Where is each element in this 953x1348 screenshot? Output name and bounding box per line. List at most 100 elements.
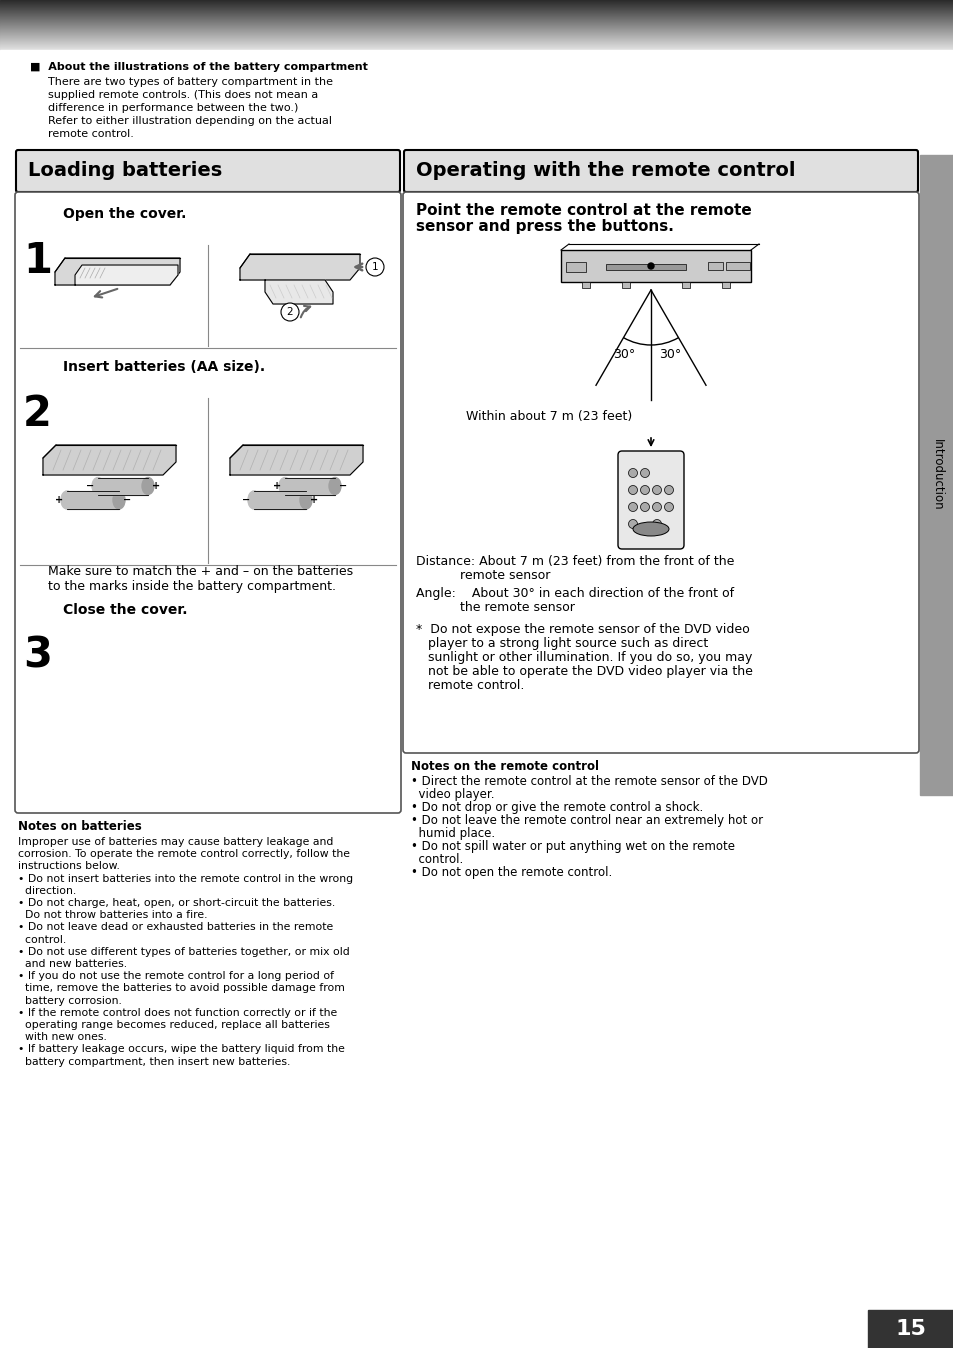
- Bar: [67, 491, 119, 510]
- Circle shape: [628, 485, 637, 495]
- Text: +: +: [273, 481, 281, 491]
- Text: Notes on batteries: Notes on batteries: [18, 820, 142, 833]
- FancyBboxPatch shape: [402, 191, 918, 754]
- Text: sensor and press the buttons.: sensor and press the buttons.: [416, 218, 673, 235]
- Text: Improper use of batteries may cause battery leakage and: Improper use of batteries may cause batt…: [18, 837, 333, 847]
- Bar: [867, 1310, 953, 1348]
- Text: +: +: [310, 495, 317, 506]
- Text: • Do not spill water or put anything wet on the remote: • Do not spill water or put anything wet…: [411, 840, 734, 853]
- Text: ■  About the illustrations of the battery compartment: ■ About the illustrations of the battery…: [30, 62, 368, 71]
- Text: battery compartment, then insert new batteries.: battery compartment, then insert new bat…: [18, 1057, 290, 1066]
- Bar: [560, 249, 750, 282]
- Bar: [98, 477, 148, 495]
- Text: with new ones.: with new ones.: [18, 1033, 107, 1042]
- Text: • Do not open the remote control.: • Do not open the remote control.: [411, 865, 612, 879]
- Bar: [721, 282, 729, 288]
- Ellipse shape: [278, 477, 291, 495]
- Text: Insert batteries (AA size).: Insert batteries (AA size).: [63, 360, 265, 373]
- Text: • If you do not use the remote control for a long period of: • If you do not use the remote control f…: [18, 971, 334, 981]
- Circle shape: [639, 503, 649, 511]
- Polygon shape: [55, 257, 180, 284]
- Text: control.: control.: [411, 853, 463, 865]
- Text: −: −: [86, 481, 94, 491]
- Text: video player.: video player.: [411, 789, 494, 801]
- Polygon shape: [265, 280, 333, 305]
- Text: • If the remote control does not function correctly or if the: • If the remote control does not functio…: [18, 1008, 337, 1018]
- Polygon shape: [75, 266, 178, 284]
- Text: to the marks inside the battery compartment.: to the marks inside the battery compartm…: [48, 580, 335, 593]
- Circle shape: [281, 303, 298, 321]
- Text: +: +: [152, 481, 160, 491]
- Polygon shape: [240, 253, 359, 280]
- Text: Open the cover.: Open the cover.: [63, 208, 186, 221]
- Text: 3: 3: [23, 634, 52, 675]
- Text: humid place.: humid place.: [411, 828, 495, 840]
- Text: player to a strong light source such as direct: player to a strong light source such as …: [416, 638, 707, 650]
- Text: • Do not leave dead or exhausted batteries in the remote: • Do not leave dead or exhausted batteri…: [18, 922, 333, 933]
- Text: • Do not insert batteries into the remote control in the wrong: • Do not insert batteries into the remot…: [18, 874, 353, 883]
- Text: operating range becomes reduced, replace all batteries: operating range becomes reduced, replace…: [18, 1020, 330, 1030]
- Text: remote control.: remote control.: [48, 129, 133, 139]
- Text: corrosion. To operate the remote control correctly, follow the: corrosion. To operate the remote control…: [18, 849, 350, 859]
- Ellipse shape: [329, 477, 340, 495]
- Ellipse shape: [91, 477, 104, 495]
- Circle shape: [652, 485, 660, 495]
- FancyBboxPatch shape: [15, 191, 400, 813]
- Bar: [919, 155, 953, 795]
- Bar: [605, 264, 685, 270]
- Text: sunlight or other illumination. If you do so, you may: sunlight or other illumination. If you d…: [416, 651, 752, 665]
- Text: • If battery leakage occurs, wipe the battery liquid from the: • If battery leakage occurs, wipe the ba…: [18, 1045, 345, 1054]
- Text: difference in performance between the two.): difference in performance between the tw…: [48, 102, 298, 113]
- Circle shape: [664, 485, 673, 495]
- Text: 2: 2: [287, 307, 293, 317]
- Text: Operating with the remote control: Operating with the remote control: [416, 162, 795, 181]
- Text: 1: 1: [372, 262, 378, 272]
- Text: −: −: [338, 481, 347, 491]
- Text: Loading batteries: Loading batteries: [28, 162, 222, 181]
- Text: Introduction: Introduction: [929, 439, 943, 511]
- Text: 2: 2: [23, 394, 51, 435]
- Circle shape: [652, 503, 660, 511]
- Text: +: +: [55, 495, 63, 506]
- Bar: [707, 262, 722, 270]
- Text: remote control.: remote control.: [416, 679, 524, 692]
- Text: the remote sensor: the remote sensor: [416, 601, 575, 613]
- Circle shape: [628, 469, 637, 477]
- Circle shape: [647, 263, 654, 270]
- Text: 15: 15: [895, 1318, 925, 1339]
- Polygon shape: [43, 445, 175, 474]
- Text: control.: control.: [18, 934, 66, 945]
- Bar: [681, 282, 689, 288]
- Text: *  Do not expose the remote sensor of the DVD video: * Do not expose the remote sensor of the…: [416, 623, 749, 636]
- Text: There are two types of battery compartment in the: There are two types of battery compartme…: [48, 77, 333, 88]
- Polygon shape: [230, 445, 363, 474]
- Text: time, remove the batteries to avoid possible damage from: time, remove the batteries to avoid poss…: [18, 984, 345, 993]
- Text: 1: 1: [23, 240, 52, 282]
- Text: • Do not leave the remote control near an extremely hot or: • Do not leave the remote control near a…: [411, 814, 762, 828]
- Text: −: −: [123, 495, 131, 506]
- Text: supplied remote controls. (This does not mean a: supplied remote controls. (This does not…: [48, 90, 318, 100]
- Ellipse shape: [633, 522, 668, 537]
- Bar: [285, 477, 335, 495]
- Text: and new batteries.: and new batteries.: [18, 958, 127, 969]
- Text: 30°: 30°: [613, 348, 635, 361]
- Text: Distance: About 7 m (23 feet) from the front of the: Distance: About 7 m (23 feet) from the f…: [416, 555, 734, 568]
- Text: Do not throw batteries into a fire.: Do not throw batteries into a fire.: [18, 910, 208, 921]
- Text: • Direct the remote control at the remote sensor of the DVD: • Direct the remote control at the remot…: [411, 775, 767, 789]
- Text: remote sensor: remote sensor: [416, 569, 550, 582]
- Text: • Do not charge, heat, open, or short-circuit the batteries.: • Do not charge, heat, open, or short-ci…: [18, 898, 335, 909]
- Text: Within about 7 m (23 feet): Within about 7 m (23 feet): [465, 410, 632, 423]
- Bar: [565, 262, 585, 272]
- Text: Make sure to match the + and – on the batteries: Make sure to match the + and – on the ba…: [48, 565, 353, 578]
- Ellipse shape: [61, 491, 73, 510]
- Ellipse shape: [142, 477, 153, 495]
- Text: not be able to operate the DVD video player via the: not be able to operate the DVD video pla…: [416, 665, 752, 678]
- FancyBboxPatch shape: [16, 150, 399, 191]
- Circle shape: [628, 519, 637, 528]
- Circle shape: [664, 503, 673, 511]
- Text: instructions below.: instructions below.: [18, 861, 120, 871]
- Bar: [581, 282, 589, 288]
- Bar: [725, 262, 749, 270]
- Circle shape: [639, 485, 649, 495]
- Text: • Do not use different types of batteries together, or mix old: • Do not use different types of batterie…: [18, 946, 350, 957]
